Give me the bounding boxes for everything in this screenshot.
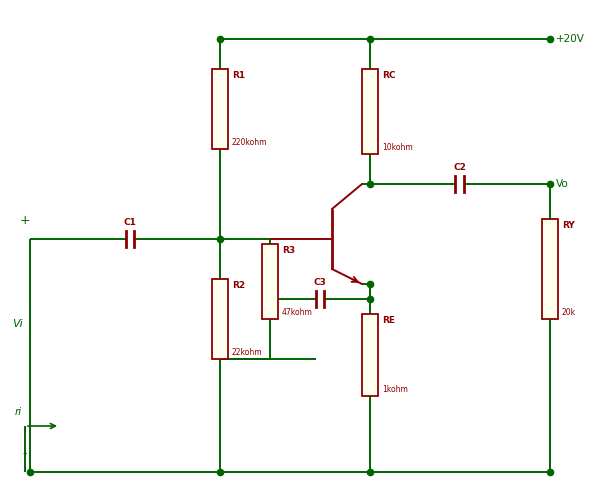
Text: Vi: Vi (13, 319, 23, 329)
Text: -: - (23, 448, 28, 460)
Text: RC: RC (382, 71, 395, 80)
Text: RE: RE (382, 316, 395, 325)
Text: 47kohm: 47kohm (282, 308, 313, 317)
Text: RY: RY (562, 221, 575, 230)
Text: 1kohm: 1kohm (382, 385, 408, 394)
Bar (212, 279, 228, 359)
Text: Vo: Vo (556, 179, 569, 189)
Text: 22kohm: 22kohm (232, 348, 263, 357)
Text: 20k: 20k (562, 308, 576, 317)
Text: C1: C1 (124, 218, 136, 227)
Text: 10kohm: 10kohm (382, 143, 412, 152)
Bar (262, 244, 278, 319)
Text: +20V: +20V (556, 34, 585, 44)
Text: R2: R2 (232, 281, 245, 290)
Bar (362, 69, 378, 154)
Text: +: + (20, 214, 31, 228)
Text: C3: C3 (313, 278, 326, 287)
Text: R3: R3 (282, 246, 295, 255)
Text: 220kohm: 220kohm (232, 138, 267, 147)
Text: R1: R1 (232, 71, 245, 80)
Bar (362, 314, 378, 396)
Text: C2: C2 (453, 163, 466, 172)
Bar (212, 69, 228, 149)
Text: ri: ri (15, 407, 21, 417)
Bar (542, 219, 558, 319)
